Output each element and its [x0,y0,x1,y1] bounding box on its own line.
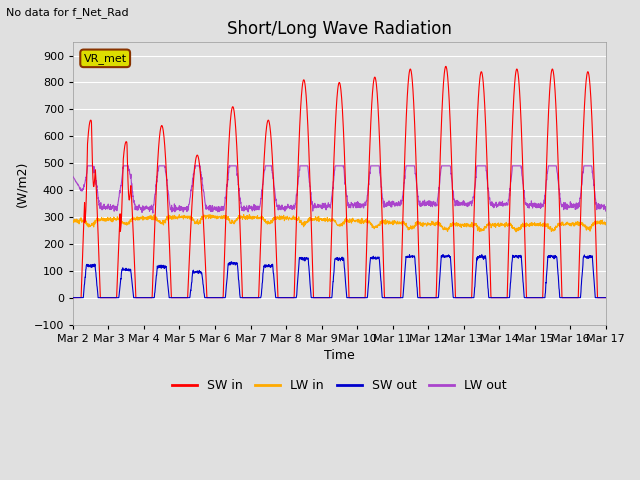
LW out [149,210,157,216]
Line: SW out: SW out [73,254,605,298]
SW out [555,279,563,285]
SW in [69,295,77,300]
SW in [570,295,577,300]
LW out [218,206,226,212]
SW in [602,295,609,300]
LW out [570,201,578,207]
LW in [555,220,563,226]
SW in [555,180,563,186]
SW in [355,295,362,300]
LW in [494,220,502,226]
LW out [555,186,563,192]
LW out [69,174,77,180]
LW in [69,219,77,225]
LW out [355,204,363,209]
SW out [439,252,447,257]
SW out [69,295,77,300]
SW in [366,138,374,144]
SW out [218,295,225,300]
LW in [218,213,225,219]
LW in [367,220,374,226]
LW out [84,163,92,169]
Line: SW in: SW in [73,66,605,298]
SW in [218,295,225,300]
Line: LW out: LW out [73,166,605,213]
SW out [494,295,502,300]
SW out [570,295,577,300]
LW in [570,220,578,226]
Line: LW in: LW in [73,215,605,232]
X-axis label: Time: Time [324,349,355,362]
LW out [367,166,374,171]
LW out [602,208,609,214]
LW in [246,212,253,217]
SW out [366,260,374,266]
LW in [512,229,520,235]
SW out [355,295,362,300]
SW out [602,295,609,300]
Legend: SW in, LW in, SW out, LW out: SW in, LW in, SW out, LW out [167,374,511,397]
Title: Short/Long Wave Radiation: Short/Long Wave Radiation [227,20,452,38]
Text: No data for f_Net_Rad: No data for f_Net_Rad [6,7,129,18]
SW in [494,295,502,300]
LW in [355,219,362,225]
LW in [602,220,609,226]
SW in [442,63,449,69]
Y-axis label: (W/m2): (W/m2) [15,160,28,206]
Text: VR_met: VR_met [84,53,127,64]
LW out [495,202,502,207]
